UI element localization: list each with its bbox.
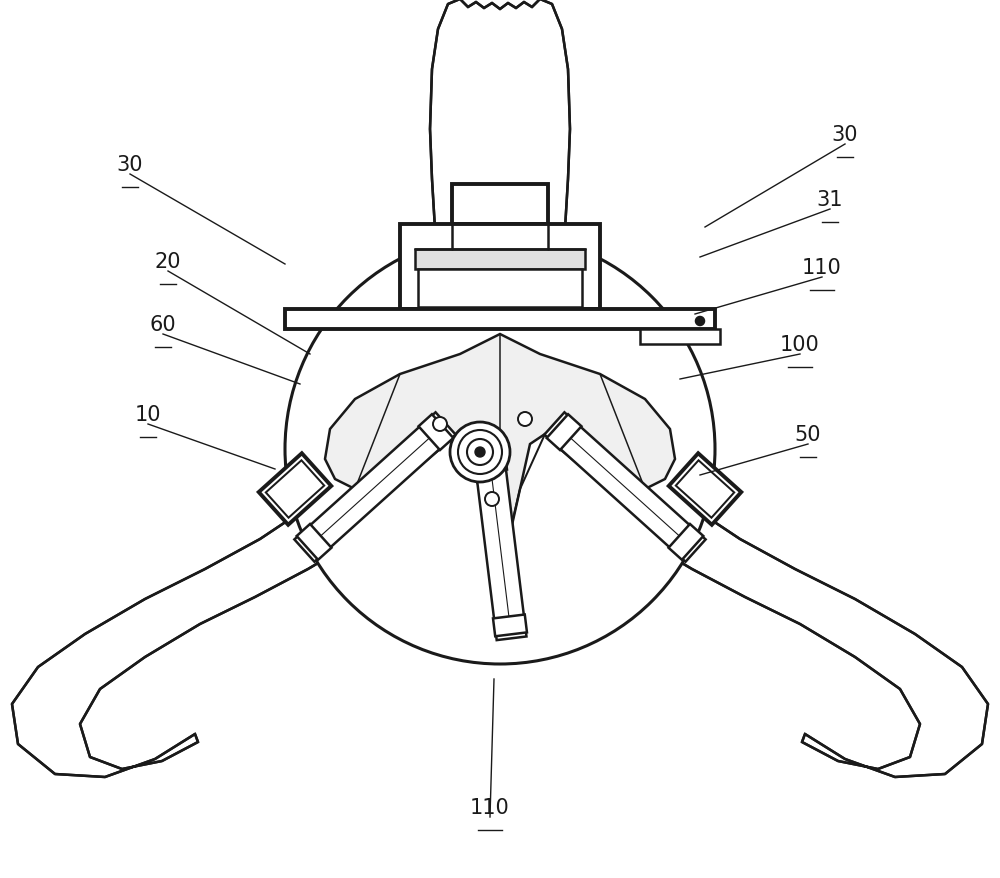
Polygon shape	[259, 454, 331, 525]
Polygon shape	[676, 461, 734, 518]
Polygon shape	[452, 184, 548, 225]
Polygon shape	[418, 270, 582, 307]
Polygon shape	[473, 452, 507, 474]
Polygon shape	[669, 454, 741, 525]
Text: 50: 50	[795, 425, 821, 444]
Polygon shape	[325, 335, 675, 574]
Polygon shape	[297, 524, 331, 560]
Text: 110: 110	[802, 258, 842, 277]
Circle shape	[696, 318, 704, 326]
Text: 20: 20	[155, 252, 181, 271]
Polygon shape	[12, 509, 350, 777]
Text: 30: 30	[832, 125, 858, 145]
Polygon shape	[285, 310, 715, 329]
Text: 10: 10	[135, 405, 161, 425]
Circle shape	[475, 448, 485, 457]
Polygon shape	[430, 0, 570, 264]
Circle shape	[485, 493, 499, 507]
Polygon shape	[419, 414, 453, 450]
Circle shape	[518, 413, 532, 427]
Polygon shape	[669, 524, 703, 560]
Polygon shape	[415, 249, 585, 270]
Circle shape	[285, 234, 715, 665]
Polygon shape	[474, 449, 526, 640]
Polygon shape	[547, 414, 581, 450]
Text: 60: 60	[150, 314, 176, 335]
Circle shape	[433, 418, 447, 431]
Circle shape	[467, 440, 493, 465]
Polygon shape	[544, 413, 706, 562]
Polygon shape	[266, 461, 324, 518]
Text: 31: 31	[817, 190, 843, 210]
Text: 30: 30	[117, 155, 143, 175]
Text: 110: 110	[470, 797, 510, 817]
Text: 100: 100	[780, 335, 820, 355]
Polygon shape	[640, 329, 720, 344]
Circle shape	[450, 422, 510, 482]
Polygon shape	[493, 615, 527, 637]
Circle shape	[458, 430, 502, 474]
Polygon shape	[650, 509, 988, 777]
Polygon shape	[294, 413, 456, 562]
Polygon shape	[400, 225, 600, 310]
